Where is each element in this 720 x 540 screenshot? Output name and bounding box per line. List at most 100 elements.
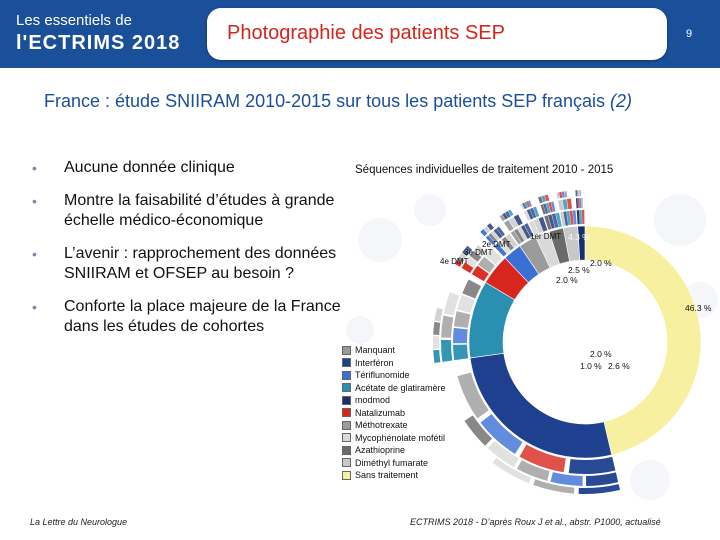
brand-line-1: Les essentiels de [16,12,132,29]
sunburst-outer-slice [433,349,441,363]
ring-label: 1er DMT [530,232,561,241]
legend-label: Acétate de glatiramère [355,382,446,393]
sunburst-outer-slice [538,196,543,204]
data-label: 2.5 % [568,265,590,275]
sunburst-outer-slice [564,191,568,198]
sunburst-outer-slice [560,211,566,227]
bullet-item: • Conforte la place majeure de la France … [32,298,341,335]
sunburst-outer-slice [493,228,503,239]
sunburst-outer-slice [433,321,441,335]
bullet-dot-icon: • [32,160,37,176]
sunburst-outer-slice [581,198,583,209]
sunburst-outer-slice [488,233,498,243]
background-decoration [358,218,402,262]
legend-item: Sans traitement [342,469,446,482]
legend-item: Interféron [342,357,446,370]
sunburst-outer-slice [434,307,443,322]
sunburst-slice [577,225,586,261]
legend-item: Tériflunomide [342,369,446,382]
footer-source: La Lettre du Neurologue [30,517,128,527]
sunburst-outer-slice [469,250,482,262]
legend-item: Méthotrexate [342,419,446,432]
sunburst-outer-slice [464,245,473,253]
sunburst-outer-slice [485,235,495,245]
sunburst-outer-slice [528,220,539,236]
sunburst-outer-slice [533,479,575,494]
legend-swatch [342,420,351,430]
legend-item: Acétate de glatiramère [342,382,446,395]
sunburst-outer-slice [457,294,475,313]
sunburst-outer-slice [494,243,507,257]
sunburst-outer-slice [516,460,550,481]
sunburst-outer-slice [551,213,559,228]
legend-label: Sans traitement [355,470,419,480]
legend-swatch [342,370,351,380]
sunburst-outer-slice [578,190,580,197]
sunburst-outer-slice [483,226,491,234]
background-decoration [414,194,446,226]
sunburst-outer-slice [496,226,505,237]
legend-item: modmod [342,394,446,407]
sunburst-outer-slice [497,239,511,254]
footer-citation: ECTRIMS 2018 - D’après Roux J et al., ab… [410,517,661,527]
sunburst-outer-slice [533,206,540,218]
sunburst-outer-slice [576,210,580,225]
sunburst-outer-slice [462,279,482,299]
sunburst-outer-slice [517,226,528,241]
sunburst-outer-slice [572,210,577,225]
bullet-item: • Aucune donnée clinique [32,159,235,176]
background-decoration [654,194,706,246]
data-label: 2.0 % [590,258,612,268]
sunburst-outer-slice [461,262,474,274]
legend-label: Azathioprine [355,445,406,455]
sunburst-outer-slice [543,203,549,214]
legend-item: Natalizumab [342,407,446,420]
sunburst-outer-slice [487,440,519,468]
chart-title: Séquences individuelles de traitement 20… [355,164,614,176]
sunburst-outer-slice [569,210,574,225]
legend-swatch [342,433,351,443]
sunburst-outer-slice [566,198,572,210]
data-label: 1.0 % [580,361,602,371]
sunburst-outer-slice [505,233,518,248]
slide-subtitle: France : étude SNIIRAM 2010-2015 sur tou… [44,90,684,112]
data-label: 2.0 % [590,349,612,359]
legend-label: Diméthyl fumarate [355,457,429,468]
sunburst-outer-slice [462,249,470,257]
legend-label: modmod [355,395,391,405]
slide-header: Les essentiels de l'ECTRIMS 2018 Photogr… [0,0,720,68]
sunburst-outer-slice [577,198,580,209]
data-label: 26.5 % [506,313,533,323]
legend-label: Mycophénolate mofétil [355,432,446,443]
sunburst-outer-slice [490,230,500,241]
bullet-dot-icon: • [32,246,37,262]
legend-item: Mycophénolate mofétil [342,432,446,445]
sunburst-outer-slice [577,190,579,197]
sunburst-outer-slice [581,210,585,225]
sunburst-outer-slice [544,194,550,202]
data-label: 4.3 % [568,232,590,242]
background-decoration [630,460,670,500]
bullet-dot-icon: • [32,193,37,209]
sunburst-outer-slice [578,484,621,494]
legend-item: Azathioprine [342,444,446,457]
legend-label: Interféron [355,357,394,368]
sunburst-outer-slice [499,214,506,222]
sunburst-outer-slice [526,209,534,220]
legend-swatch [342,358,351,368]
sunburst-outer-slice [550,472,583,486]
sunburst-outer-slice [453,311,471,328]
sunburst-outer-slice [524,201,529,209]
sunburst-outer-slice [454,260,462,267]
sunburst-outer-slice [586,472,619,486]
sunburst-outer-slice [544,215,552,230]
sunburst-outer-slice [541,195,547,203]
sunburst-outer-slice [443,292,460,316]
sunburst-outer-slice [529,207,537,219]
sunburst-outer-slice [501,236,514,251]
sunburst-outer-slice [505,211,511,218]
data-label: 10.8 % [552,383,579,393]
sunburst-outer-slice [533,218,543,234]
sunburst-outer-slice [465,256,478,268]
sunburst-outer-slice [566,210,571,226]
